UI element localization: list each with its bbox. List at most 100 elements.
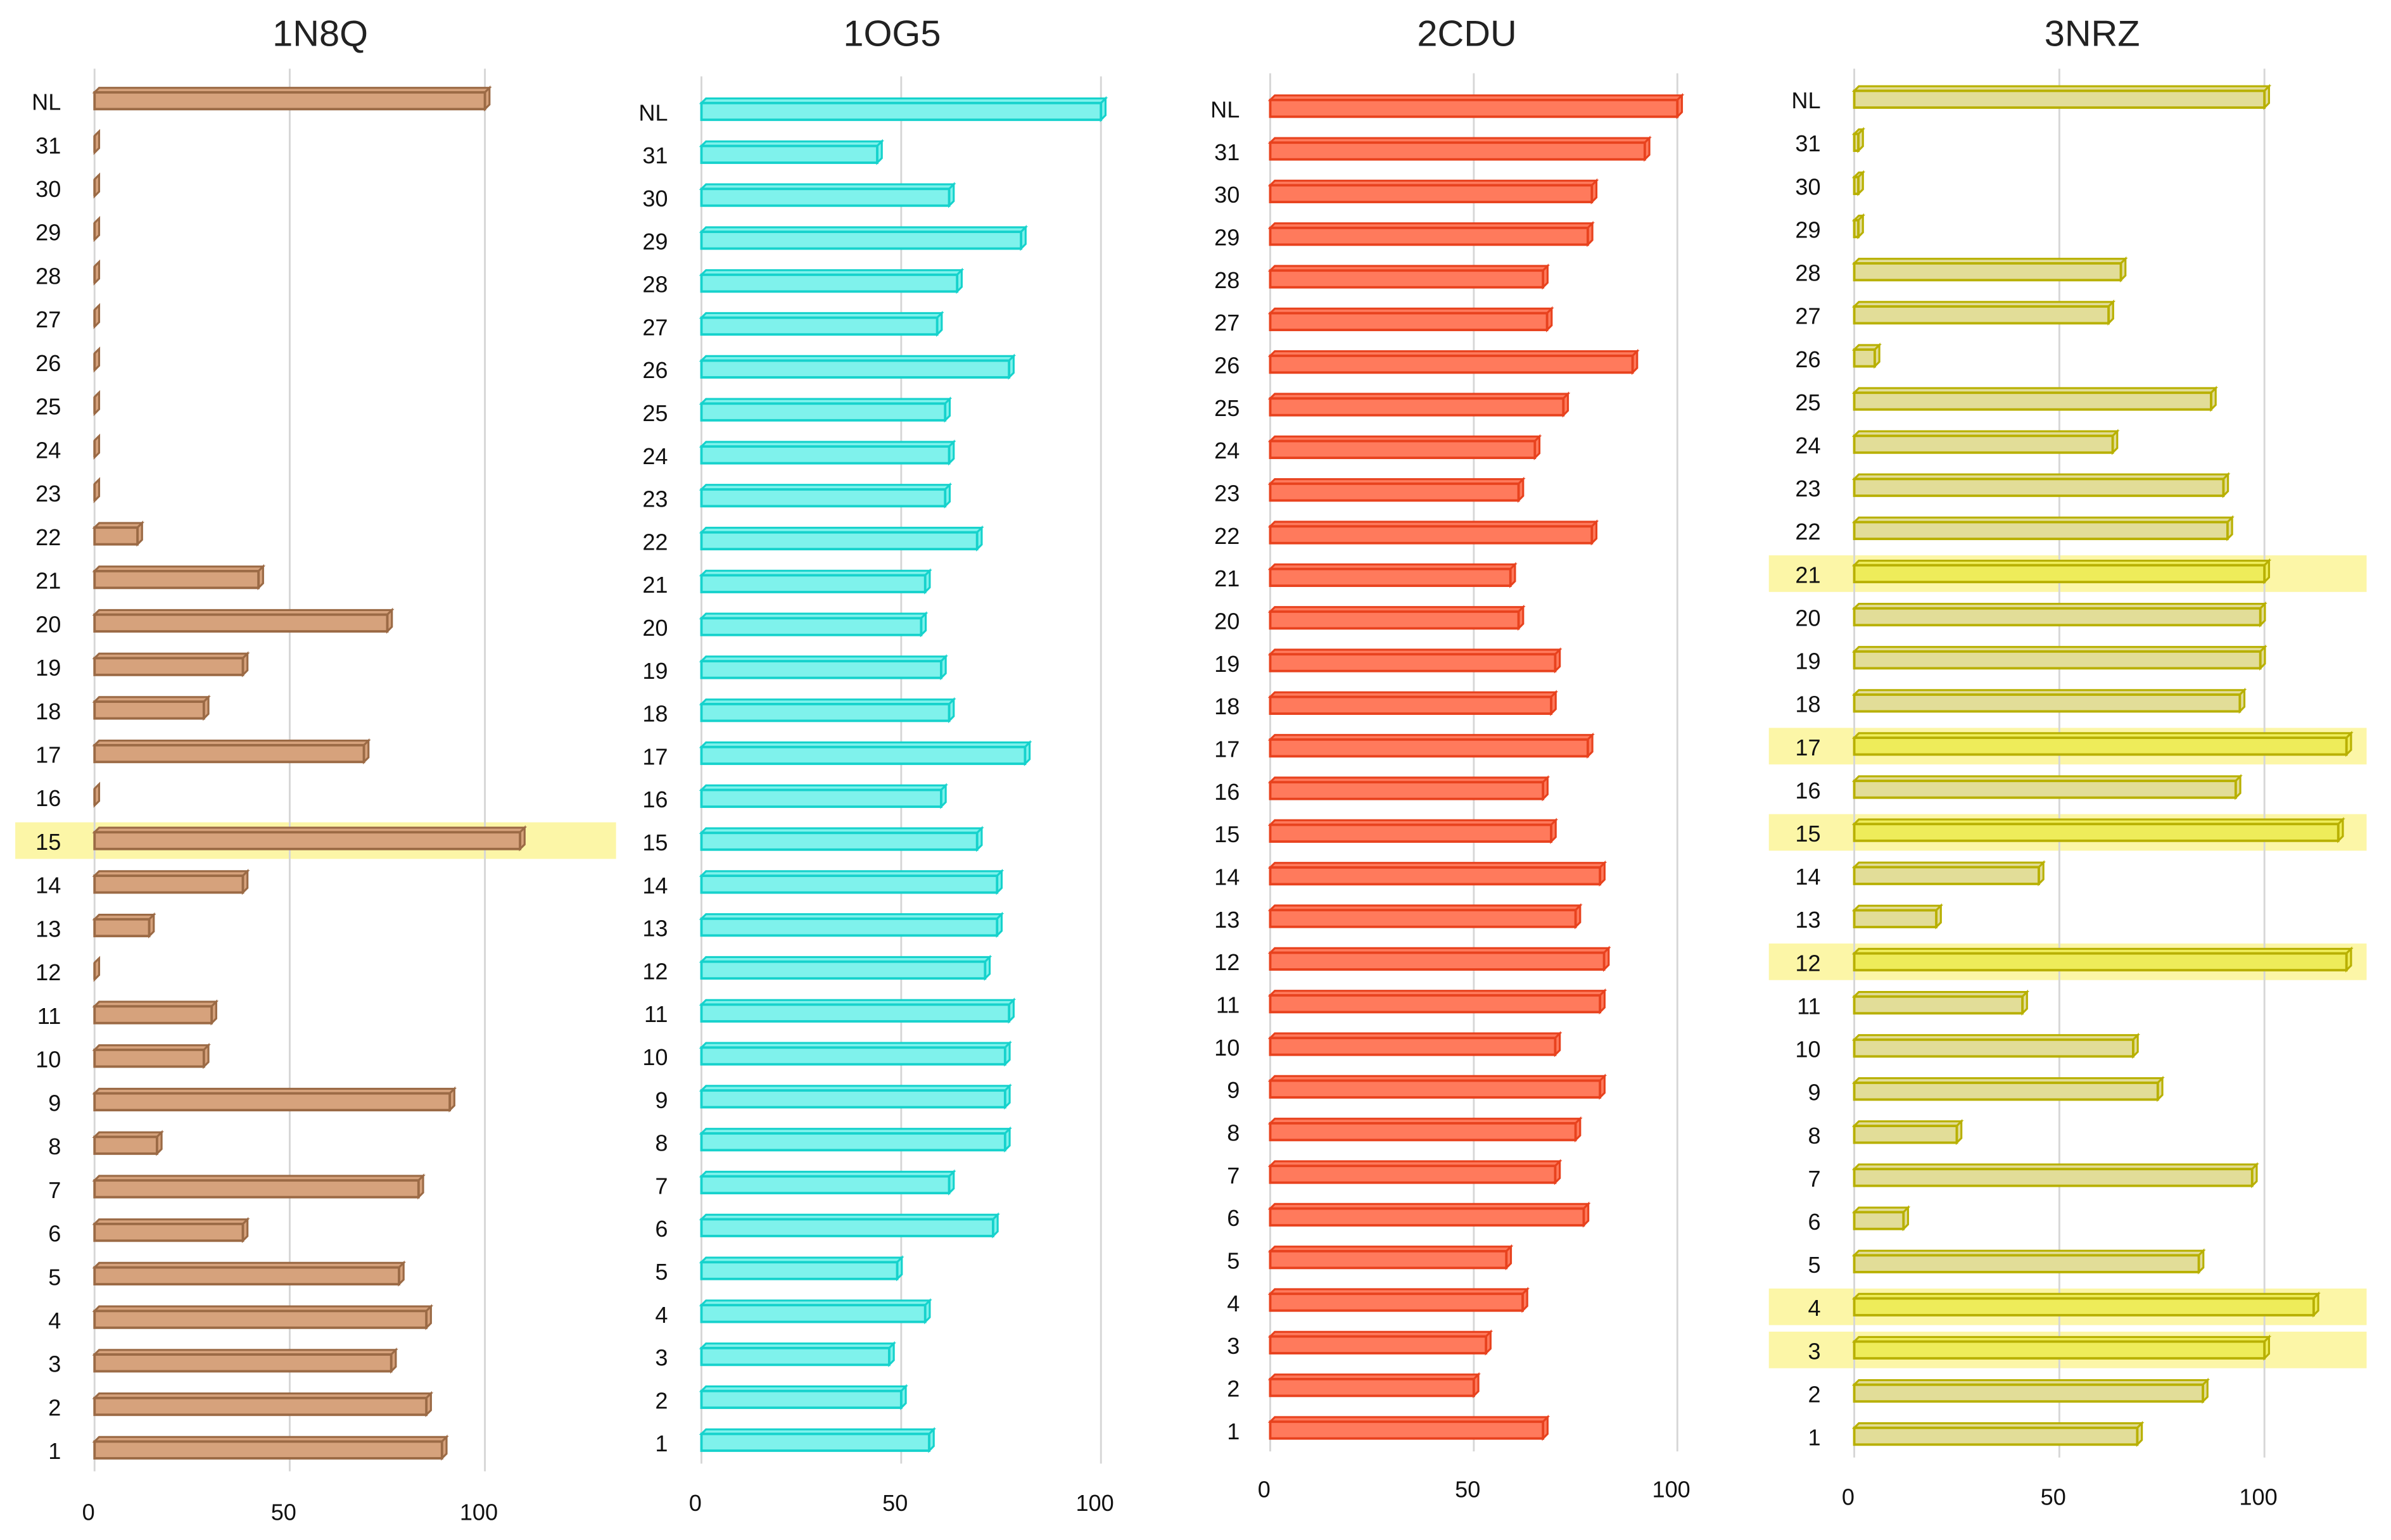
bar-28: [1267, 263, 1551, 290]
bar-25: [93, 389, 101, 417]
category-label: 2: [48, 1394, 61, 1420]
bar-22: [1267, 519, 1599, 546]
category-label: 11: [1797, 993, 1821, 1019]
category-label: 10: [1795, 1037, 1820, 1063]
category-label: 19: [1795, 648, 1820, 674]
category-label: 5: [655, 1259, 668, 1285]
category-label: NL: [638, 99, 668, 125]
category-label: 10: [642, 1044, 668, 1070]
category-label: 3: [655, 1345, 668, 1371]
category-label: 4: [655, 1302, 668, 1328]
bar-14: [1851, 860, 2046, 887]
category-label: 15: [642, 830, 668, 855]
bar-9: [1267, 1073, 1608, 1100]
bar-5: [1267, 1244, 1514, 1271]
category-label: 11: [1216, 992, 1240, 1018]
category-label: 16: [35, 785, 61, 811]
category-label: 18: [1795, 691, 1820, 717]
bar-18: [699, 697, 956, 724]
category-label: 5: [1808, 1252, 1820, 1278]
category-label: 30: [1795, 174, 1820, 199]
bar-20: [1851, 601, 2267, 628]
bar-27: [1851, 299, 2116, 326]
category-label: 3: [1227, 1333, 1240, 1359]
x-tick-label: 50: [1455, 1476, 1480, 1502]
category-label: 12: [642, 958, 668, 984]
bar-22: [92, 521, 145, 547]
bar-15: [92, 825, 528, 852]
category-label: 3: [48, 1351, 61, 1377]
bar-31: [1851, 127, 1866, 153]
category-label: 13: [1214, 907, 1240, 933]
category-label: 8: [1808, 1123, 1820, 1149]
x-tick-label: 0: [82, 1499, 95, 1525]
bar-29: [1851, 213, 1866, 240]
bar-11: [1267, 988, 1608, 1015]
category-label: 25: [1795, 389, 1820, 415]
category-label: 16: [1214, 779, 1240, 805]
category-label: 26: [1214, 353, 1240, 379]
bar-22: [1851, 515, 2235, 541]
x-tick-label: 0: [1842, 1484, 1855, 1510]
bar-8: [1851, 1119, 1964, 1146]
bar-20: [1267, 604, 1526, 631]
x-tick-label: 0: [689, 1490, 702, 1516]
category-label: 7: [48, 1177, 61, 1203]
category-label: 19: [642, 658, 668, 684]
bar-NL: [699, 96, 1108, 122]
bar-2: [699, 1384, 908, 1410]
category-label: 17: [1795, 735, 1820, 761]
bar-19: [1851, 644, 2267, 671]
bar-19: [92, 651, 250, 678]
bar-27: [93, 303, 101, 329]
category-label: 21: [35, 568, 61, 594]
bar-16: [699, 783, 948, 809]
bar-18: [92, 695, 211, 721]
bar-28: [699, 267, 965, 294]
bar-22: [699, 525, 984, 552]
bar-18: [1851, 687, 2247, 714]
bar-17: [1267, 732, 1595, 759]
category-label: 15: [35, 829, 61, 855]
category-label: 23: [35, 481, 61, 507]
bar-19: [1267, 647, 1563, 674]
bar-21: [1267, 562, 1518, 588]
bar-1: [1267, 1415, 1551, 1441]
bar-25: [699, 396, 953, 423]
bar-8: [92, 1130, 164, 1156]
bar-31: [1267, 136, 1652, 162]
category-label: 6: [1227, 1205, 1240, 1231]
bar-12: [93, 956, 101, 982]
category-label: 12: [35, 959, 61, 985]
bar-15: [699, 826, 984, 852]
bar-23: [1267, 476, 1526, 503]
bar-19: [699, 654, 948, 681]
category-label: 15: [1214, 821, 1240, 847]
category-label: 24: [1214, 438, 1240, 464]
bar-26: [1267, 348, 1640, 376]
bar-11: [699, 997, 1017, 1024]
category-label: 28: [1795, 260, 1820, 286]
chart-title: 1OG5: [843, 13, 941, 54]
category-label: 11: [37, 1003, 61, 1029]
category-label: 17: [35, 742, 61, 768]
category-label: 5: [1227, 1248, 1240, 1274]
bar-26: [93, 346, 101, 373]
category-label: 9: [1227, 1077, 1240, 1103]
bar-10: [1267, 1031, 1563, 1057]
category-label: 23: [1214, 481, 1240, 507]
x-tick-label: 50: [271, 1499, 296, 1525]
bar-13: [699, 911, 1005, 938]
category-label: 13: [35, 916, 61, 942]
x-tick-label: 50: [2041, 1484, 2066, 1510]
category-label: 19: [35, 655, 61, 681]
category-label: 9: [1808, 1080, 1820, 1106]
category-label: 31: [35, 132, 61, 158]
chart-title: 3NRZ: [2045, 13, 2140, 54]
bar-1: [1851, 1420, 2145, 1448]
bar-4: [92, 1304, 434, 1330]
bar-23: [93, 477, 101, 503]
bar-5: [92, 1260, 407, 1287]
category-label: 25: [35, 394, 61, 420]
bar-21: [699, 568, 932, 595]
